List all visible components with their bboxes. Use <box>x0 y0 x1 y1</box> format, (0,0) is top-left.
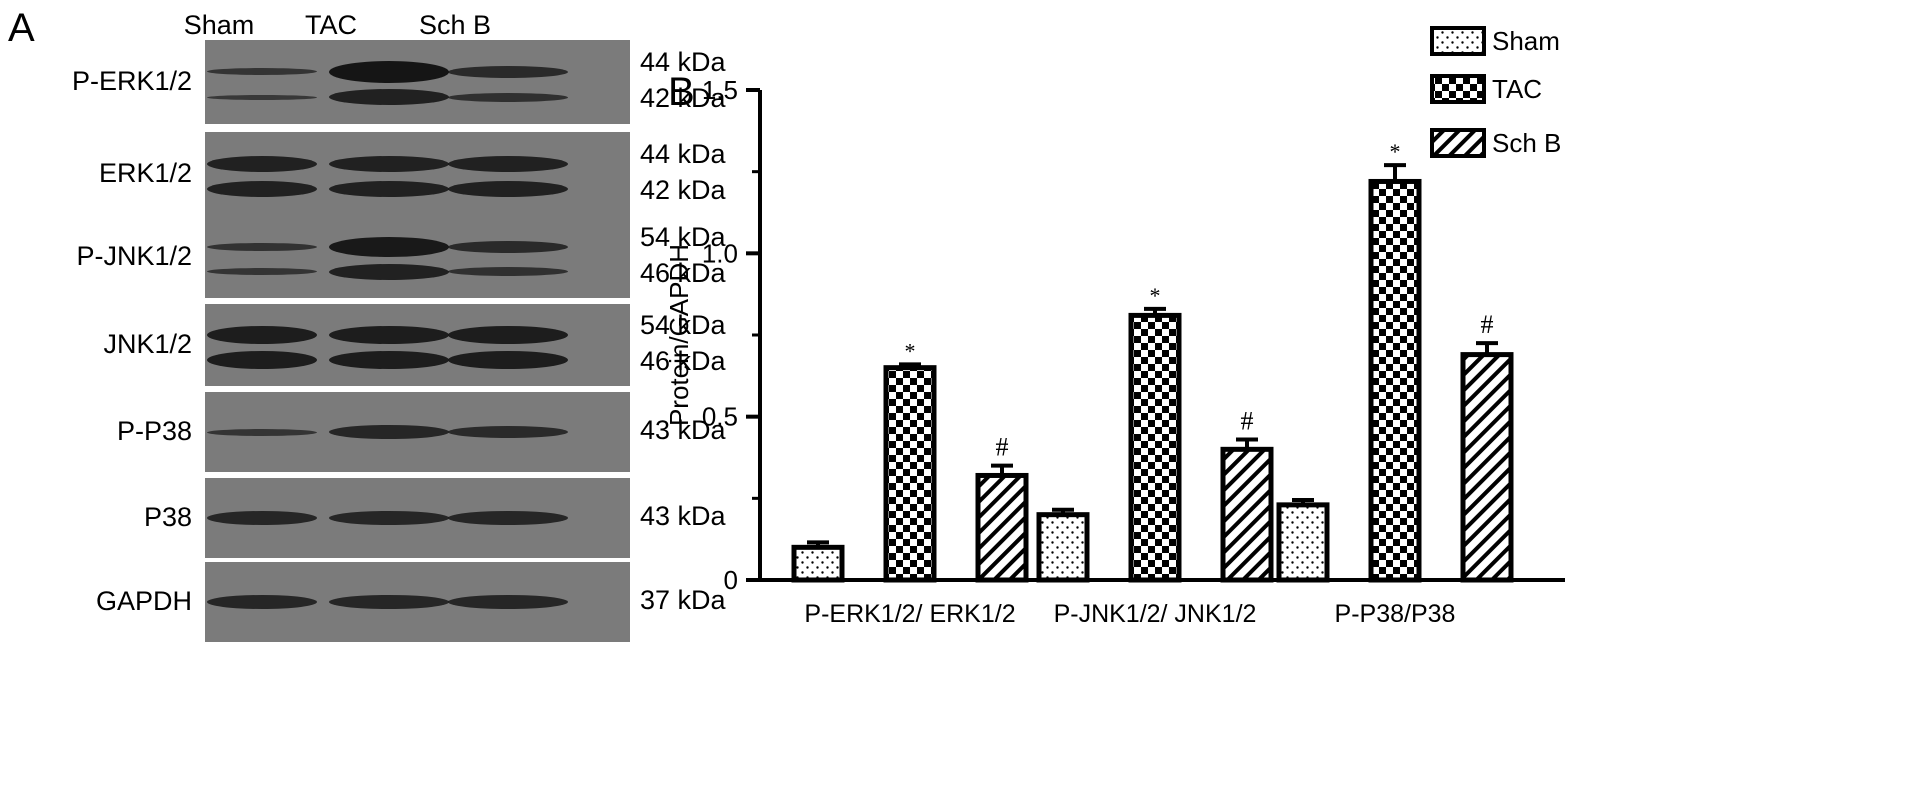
bar <box>791 544 845 583</box>
blot-label: P-JNK1/2 <box>76 241 192 271</box>
panel-b-letter: B <box>668 70 695 114</box>
y-axis-label: Protein/GAPDH <box>664 244 694 426</box>
panel-a-letter: A <box>8 6 35 50</box>
protein-band <box>329 155 449 172</box>
molecular-weight-label: 54 kDa <box>640 309 726 340</box>
lane-header-schb: Sch B <box>418 10 492 40</box>
protein-band <box>207 94 317 100</box>
legend-swatch <box>1430 74 1486 104</box>
legend-swatch <box>1430 128 1486 158</box>
bar <box>1460 352 1514 583</box>
bar <box>883 365 937 583</box>
y-tick-label: 0 <box>724 565 738 595</box>
protein-band <box>329 326 449 345</box>
y-tick-label: 1.5 <box>702 75 738 105</box>
protein-band <box>207 428 317 436</box>
significance-mark: * <box>1150 283 1161 308</box>
bar <box>1036 512 1090 583</box>
protein-band <box>448 595 568 609</box>
molecular-weight-label: 37 kDa <box>640 585 726 615</box>
protein-band <box>207 155 317 172</box>
molecular-weight-label: 46 kDa <box>640 346 726 377</box>
y-tick-label: 1.0 <box>702 238 738 268</box>
molecular-weight-label: 54 kDa <box>640 221 726 252</box>
protein-band <box>207 181 317 198</box>
significance-mark: * <box>905 338 916 363</box>
x-tick-label: P-JNK1/2/ JNK1/2 <box>1054 600 1257 628</box>
protein-band <box>329 350 449 369</box>
x-tick-label: P-ERK1/2/ ERK1/2 <box>804 600 1015 628</box>
protein-band <box>448 267 568 277</box>
blot-label: JNK1/2 <box>103 329 192 359</box>
blot-membrane <box>205 304 630 386</box>
legend-swatch <box>1430 26 1486 56</box>
bar <box>975 472 1029 583</box>
protein-band <box>448 155 568 172</box>
molecular-weight-label: 43 kDa <box>640 415 726 445</box>
significance-mark: # <box>1481 310 1494 339</box>
blot-membrane <box>205 392 630 472</box>
protein-band <box>207 326 317 345</box>
protein-band <box>448 241 568 254</box>
blot-label: P38 <box>143 502 192 532</box>
protein-band <box>448 426 568 438</box>
molecular-weight-label: 43 kDa <box>640 501 726 531</box>
protein-band <box>329 181 449 198</box>
molecular-weight-label: 46 kDa <box>640 258 726 289</box>
protein-band <box>329 89 449 106</box>
protein-band <box>329 511 449 525</box>
protein-band <box>207 595 317 609</box>
protein-band <box>207 268 317 276</box>
significance-mark: # <box>1241 407 1254 436</box>
bar <box>1220 446 1274 583</box>
molecular-weight-label: 44 kDa <box>640 138 726 169</box>
protein-band <box>207 243 317 252</box>
x-tick-label: P-P38/P38 <box>1335 600 1456 628</box>
blot-label: P-P38 <box>116 416 192 446</box>
blot-membrane <box>205 478 630 558</box>
bar <box>1276 502 1330 583</box>
y-tick-label: 0.5 <box>702 402 738 432</box>
protein-band <box>448 65 568 78</box>
protein-band <box>329 263 449 280</box>
molecular-weight-label: 42 kDa <box>640 83 726 114</box>
protein-band <box>329 60 449 83</box>
legend-label: Sch B <box>1492 128 1561 158</box>
blot-membrane <box>205 216 630 298</box>
blot-membrane <box>205 40 630 124</box>
protein-band <box>207 350 317 369</box>
significance-mark: # <box>996 433 1009 462</box>
protein-band <box>448 350 568 369</box>
protein-band <box>329 595 449 609</box>
significance-mark: * <box>1390 139 1401 164</box>
protein-band <box>448 92 568 102</box>
legend-label: Sham <box>1492 26 1560 56</box>
bar <box>1128 312 1182 583</box>
blot-label: ERK1/2 <box>98 158 192 188</box>
protein-band <box>329 237 449 258</box>
blot-membrane <box>205 132 630 216</box>
blot-membrane <box>205 562 630 642</box>
protein-band <box>448 326 568 345</box>
protein-band <box>448 181 568 198</box>
protein-band <box>329 425 449 439</box>
bar <box>1368 178 1422 583</box>
legend-label: TAC <box>1492 74 1542 104</box>
protein-band <box>448 511 568 525</box>
molecular-weight-label: 44 kDa <box>640 46 726 77</box>
molecular-weight-label: 42 kDa <box>640 175 726 206</box>
protein-band <box>207 511 317 525</box>
lane-header-sham: Sham <box>183 10 255 40</box>
lane-header-tac: TAC <box>305 10 357 40</box>
protein-band <box>207 68 317 76</box>
blot-label: P-ERK1/2 <box>71 66 192 96</box>
blot-label: GAPDH <box>95 586 192 616</box>
